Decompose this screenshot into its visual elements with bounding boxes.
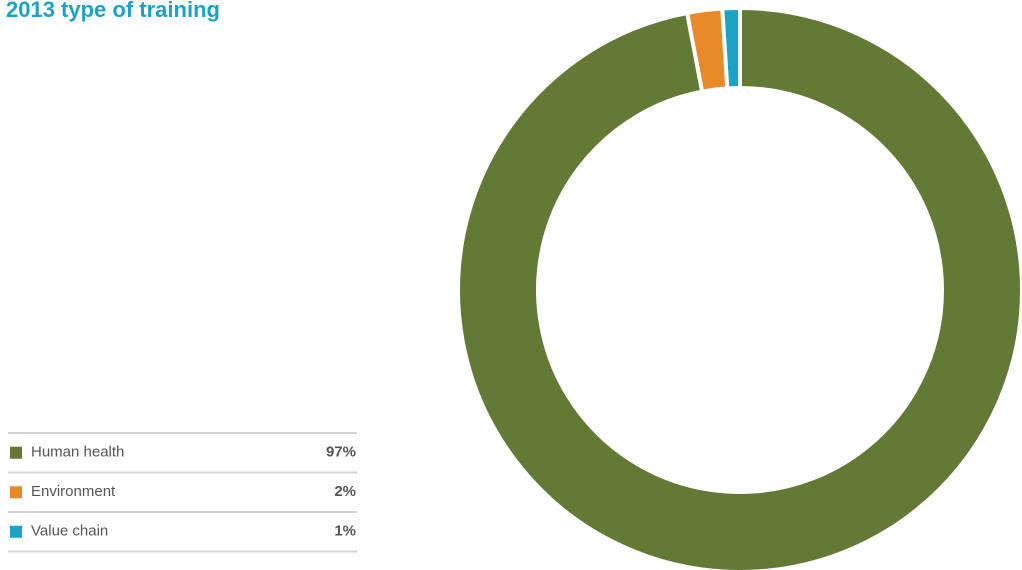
donut-segment — [720, 5, 742, 91]
legend-label: Environment — [31, 483, 116, 500]
legend-swatch — [10, 446, 22, 459]
legend-label: Human health — [31, 444, 124, 461]
chart-title: 2013 type of training — [6, 0, 220, 22]
legend-swatch — [10, 486, 22, 499]
legend-label: Value chain — [31, 523, 108, 540]
legend-value: 97% — [326, 444, 356, 461]
legend-value: 2% — [334, 483, 356, 500]
donut-segment — [456, 5, 1022, 570]
legend-value: 1% — [334, 523, 356, 540]
legend-swatch — [10, 525, 22, 538]
